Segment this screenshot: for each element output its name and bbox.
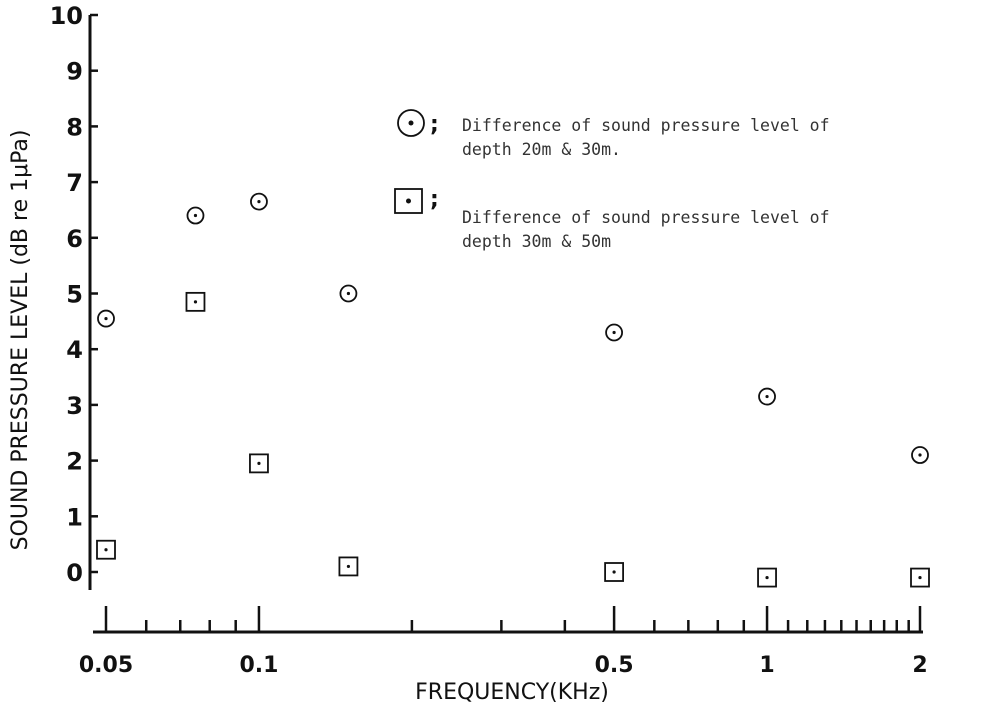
y-tick-label: 0 bbox=[66, 559, 83, 587]
square-point bbox=[604, 562, 624, 582]
circle-point bbox=[186, 206, 205, 225]
y-tick-label: 1 bbox=[66, 503, 83, 531]
y-tick-label: 6 bbox=[66, 225, 83, 253]
x-tick-label: 0.5 bbox=[595, 653, 634, 678]
legend-semicolon: ; bbox=[430, 187, 439, 212]
x-tick-label: 0.05 bbox=[79, 653, 133, 678]
circle-point bbox=[605, 323, 623, 342]
legend-square-marker-icon bbox=[394, 188, 423, 214]
circle-point bbox=[339, 284, 358, 303]
y-tick-label: 2 bbox=[66, 448, 83, 476]
legend-text-1a: Difference of sound pressure level of bbox=[462, 116, 830, 135]
square-point bbox=[338, 556, 359, 577]
legend-entry-circle: ; Difference of sound pressure level of … bbox=[397, 109, 830, 159]
x-tick-label: 1 bbox=[759, 653, 774, 678]
legend-circle-marker-icon bbox=[397, 109, 425, 137]
y-axis-title: SOUND PRESSURE LEVEL (dB re 1μPa) bbox=[8, 130, 33, 551]
square-point bbox=[96, 539, 116, 560]
circle-point bbox=[758, 387, 776, 406]
square-point bbox=[910, 567, 930, 588]
data-points bbox=[96, 192, 930, 588]
x-axis-title: FREQUENCY(KHz) bbox=[415, 680, 609, 705]
legend-text-2b: depth 30m & 50m bbox=[462, 232, 611, 251]
circle-point bbox=[97, 309, 115, 328]
x-tick-label: 2 bbox=[912, 653, 927, 678]
legend-text-1b: depth 20m & 30m. bbox=[462, 140, 621, 159]
square-point bbox=[757, 567, 777, 588]
legend-text-2a: Difference of sound pressure level of bbox=[462, 208, 830, 227]
y-tick-label: 3 bbox=[66, 392, 83, 420]
legend-semicolon: ; bbox=[430, 112, 439, 137]
y-tick-label: 7 bbox=[66, 169, 83, 197]
square-point bbox=[185, 291, 206, 312]
y-tick-label: 9 bbox=[66, 58, 83, 86]
x-tick-label: 0.1 bbox=[239, 653, 278, 678]
circle-point bbox=[911, 446, 929, 464]
square-point bbox=[249, 453, 269, 474]
legend-entry-square: ; Difference of sound pressure level of … bbox=[394, 187, 830, 251]
y-tick-label: 4 bbox=[66, 336, 83, 364]
legend: ; Difference of sound pressure level of … bbox=[394, 109, 830, 251]
x-axis: 0.05 0.1 0.5 1 2 bbox=[79, 606, 928, 678]
y-tick-label: 8 bbox=[66, 113, 83, 141]
circle-point bbox=[250, 192, 268, 211]
y-tick-label: 5 bbox=[66, 281, 83, 309]
y-tick-label: 10 bbox=[50, 2, 83, 30]
y-axis: 0 1 2 3 4 5 6 7 8 9 10 bbox=[50, 2, 98, 590]
